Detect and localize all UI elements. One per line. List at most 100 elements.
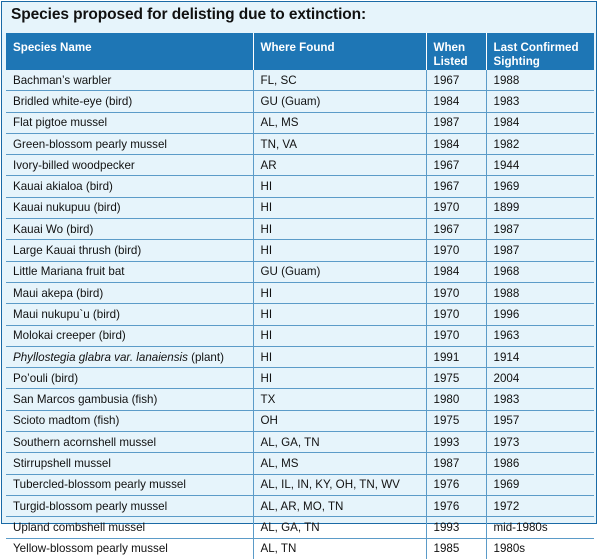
table-row: Maui nukupu`u (bird) HI 1970 1996 <box>6 303 594 326</box>
column-header-species: Species Name <box>6 33 253 70</box>
when-listed-cell: 1970 <box>425 196 486 219</box>
last-sighting-cell: 1984 <box>485 111 594 134</box>
where-found-cell: OH <box>252 409 426 432</box>
table-row: Kauai Wo (bird) HI 1967 1987 <box>6 218 594 240</box>
when-listed-cell: 1970 <box>425 324 486 347</box>
where-found-cell: HI <box>252 196 426 219</box>
where-found-cell: HI <box>252 324 426 347</box>
table-row: Upland combshell mussel AL, GA, TN 1993 mid… <box>6 516 594 539</box>
where-found-cell: GU (Guam) <box>252 260 426 283</box>
last-sighting-cell: mid-1980s <box>485 516 594 539</box>
last-sighting-cell: 1899 <box>485 196 594 219</box>
last-sighting-cell: 1986 <box>485 452 594 475</box>
when-listed-cell: 1976 <box>425 494 486 517</box>
last-sighting-cell: 1988 <box>485 281 594 304</box>
where-found-cell: TX <box>252 388 426 411</box>
where-found-cell: HI <box>252 303 426 326</box>
when-listed-cell: 1993 <box>425 431 486 453</box>
table-row: Green-blossom pearly mussel TN, VA 1984 198… <box>6 132 594 155</box>
species-name-cell: San Marcos gambusia (fish) <box>6 388 253 411</box>
table-row: Ivory-billed woodpecker AR 1967 1944 <box>6 154 594 176</box>
where-found-cell: AL, GA, TN <box>252 431 426 453</box>
table-row: Little Mariana fruit bat GU (Guam) 1984 196… <box>6 260 594 283</box>
table-row: Stirrupshell mussel AL, MS 1987 1986 <box>6 452 594 475</box>
species-name-suffix: (plant) <box>187 350 224 364</box>
where-found-cell: AL, GA, TN <box>252 516 426 539</box>
table-row: Phyllostegia glabra var. lanaiensis (pla… <box>6 345 594 368</box>
where-found-cell: HI <box>252 367 426 389</box>
where-found-cell: AL, MS <box>252 111 426 134</box>
table-title: Species proposed for delisting due to ex… <box>11 6 367 23</box>
where-found-cell: HI <box>252 345 426 368</box>
when-listed-cell: 1967 <box>425 218 486 240</box>
species-name-cell: Scioto madtom (fish) <box>6 409 253 432</box>
when-listed-cell: 1984 <box>425 260 486 283</box>
last-sighting-cell: 1972 <box>485 494 594 517</box>
column-header-last-sighting: Last Confirmed Sighting <box>485 33 594 70</box>
species-name-cell: Phyllostegia glabra var. lanaiensis (pla… <box>6 345 253 368</box>
table-row: Tubercled-blossom pearly mussel AL, IL, I… <box>6 473 594 496</box>
where-found-cell: AL, AR, MO, TN <box>252 494 426 517</box>
last-sighting-cell: 1969 <box>485 473 594 496</box>
when-listed-cell: 1976 <box>425 473 486 496</box>
when-listed-cell: 1975 <box>425 367 486 389</box>
last-sighting-cell: 2004 <box>485 367 594 389</box>
last-sighting-cell: 1983 <box>485 388 594 411</box>
when-listed-cell: 1993 <box>425 516 486 539</box>
column-header-when-listed: When Listed <box>425 33 486 70</box>
when-listed-cell: 1987 <box>425 452 486 475</box>
table-row: Molokai creeper (bird) HI 1970 1963 <box>6 324 594 347</box>
where-found-cell: TN, VA <box>252 132 426 155</box>
last-sighting-cell: 1983 <box>485 90 594 113</box>
table-row: Maui akepa (bird) HI 1970 1988 <box>6 281 594 304</box>
species-name-cell: Kauai Wo (bird) <box>6 218 253 240</box>
last-sighting-cell: 1944 <box>485 154 594 176</box>
where-found-cell: HI <box>252 175 426 198</box>
when-listed-cell: 1984 <box>425 132 486 155</box>
when-listed-cell: 1970 <box>425 281 486 304</box>
species-name-cell: Bachman’s warbler <box>13 73 112 87</box>
when-listed-cell: 1970 <box>425 303 486 326</box>
species-name-cell: Tubercled-blossom pearly mussel <box>6 473 253 496</box>
table-row: San Marcos gambusia (fish) TX 1980 1983 <box>6 388 594 411</box>
species-name-cell: Flat pigtoe mussel <box>6 111 253 134</box>
when-listed-cell: 1991 <box>425 345 486 368</box>
table-row: Yellow-blossom pearly mussel AL, TN 1985 19… <box>6 537 594 559</box>
species-name-cell: Po’ouli (bird) <box>6 367 253 389</box>
species-table: Species Name Where Found When Listed Las… <box>6 33 594 559</box>
last-sighting-cell: 1963 <box>485 324 594 347</box>
species-name-cell: Kauai nukupuu (bird) <box>6 196 253 219</box>
species-name-cell: Yellow-blossom pearly mussel <box>6 537 253 559</box>
species-name-cell: Southern acornshell mussel <box>6 431 253 453</box>
when-listed-cell: 1975 <box>425 409 486 432</box>
where-found-cell: HI <box>252 218 426 240</box>
last-sighting-cell: 1914 <box>485 345 594 368</box>
table-row: Kauai akialoa (bird) HI 1967 1969 <box>6 175 594 198</box>
when-listed-cell: 1984 <box>425 90 486 113</box>
species-name-cell: Little Mariana fruit bat <box>6 260 253 283</box>
last-sighting-cell: 1973 <box>485 431 594 453</box>
when-listed-cell: 1967 <box>425 154 486 176</box>
table-row: Bridled white-eye (bird) GU (Guam) 1984 198… <box>6 90 594 113</box>
species-name-cell: Ivory-billed woodpecker <box>6 154 253 176</box>
last-sighting-cell: 1980s <box>485 537 594 559</box>
table-header-row: Species Name Where Found When Listed Las… <box>6 33 594 70</box>
where-found-cell: GU (Guam) <box>252 90 426 113</box>
where-found-cell: AL, TN <box>252 537 426 559</box>
species-name-cell: Kauai akialoa (bird) <box>6 175 253 198</box>
when-listed-cell: 1985 <box>425 537 486 559</box>
where-found-cell: FL, SC <box>252 70 426 91</box>
table-row: Southern acornshell mussel AL, GA, TN 1993… <box>6 431 594 453</box>
last-sighting-cell: 1982 <box>485 132 594 155</box>
table-row: Po’ouli (bird) HI 1975 2004 <box>6 367 594 389</box>
species-name-cell: Large Kauai thrush (bird) <box>6 239 253 262</box>
last-sighting-cell: 1987 <box>485 218 594 240</box>
last-sighting-cell: 1968 <box>485 260 594 283</box>
species-name-italic: Phyllostegia glabra var. lanaiensis <box>13 350 188 364</box>
where-found-cell: AR <box>252 154 426 176</box>
last-sighting-cell: 1969 <box>485 175 594 198</box>
last-sighting-cell: 1957 <box>485 409 594 432</box>
table-row: Flat pigtoe mussel AL, MS 1987 1984 <box>6 111 594 134</box>
when-listed-cell: 1970 <box>425 239 486 262</box>
